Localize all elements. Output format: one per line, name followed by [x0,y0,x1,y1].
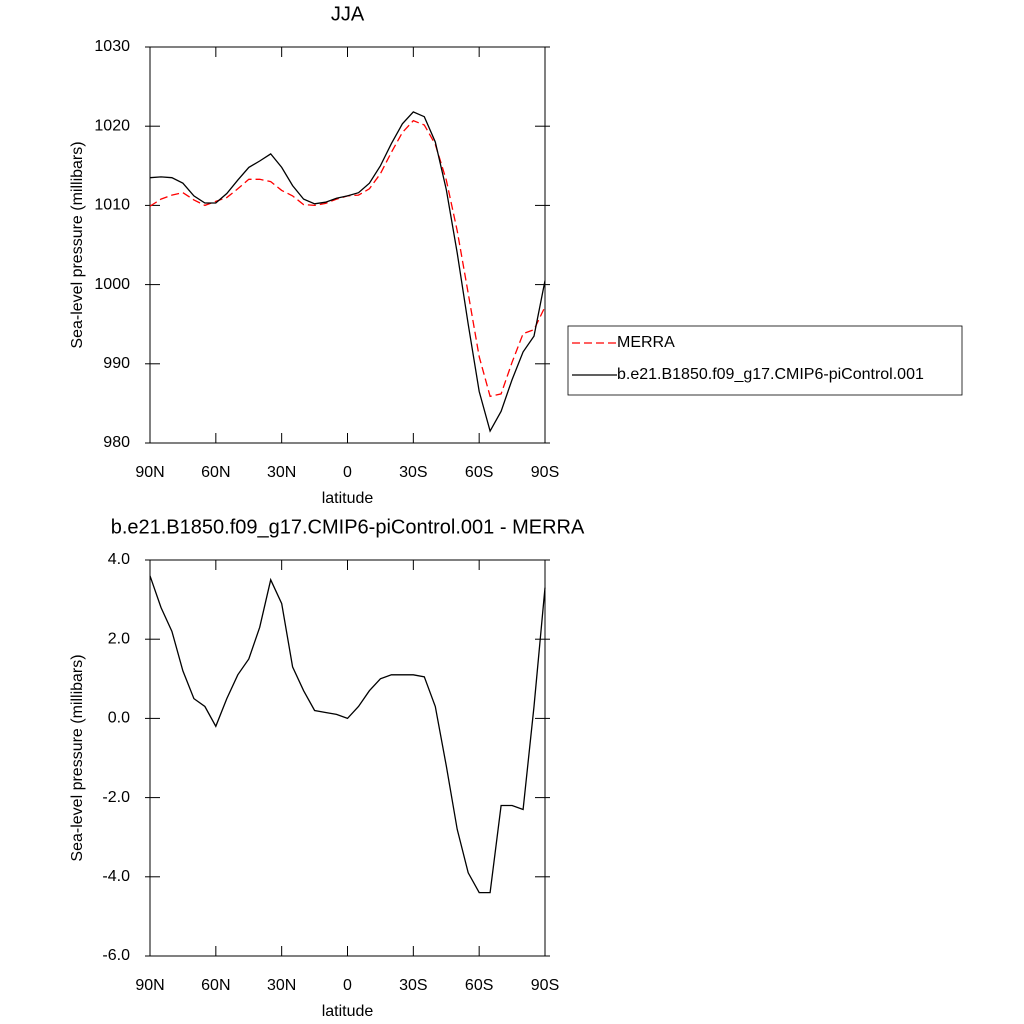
y-tick-label: 980 [103,434,130,451]
x-tick-label: 60S [465,464,493,481]
y-tick-label: 0.0 [108,710,130,727]
x-tick-label: 90S [531,464,559,481]
x-tick-label: 0 [343,464,352,481]
x-tick-label: 30N [267,464,296,481]
x-tick-label: 90N [135,977,164,994]
y-tick-label: 1020 [94,117,130,134]
series-line [149,119,546,398]
plot-frame [149,559,546,957]
x-tick-label: 60S [465,977,493,994]
y-axis-label: Sea-level pressure (millibars) [69,654,86,861]
x-tick-label: 0 [343,977,352,994]
y-tick-label: 1010 [94,197,130,214]
x-tick-label: 90N [135,464,164,481]
y-tick-label: 1000 [94,276,130,293]
x-tick-label: 30S [399,464,427,481]
legend-box [567,325,963,396]
x-tick-label: 30S [399,977,427,994]
x-axis-label: latitude [322,1003,374,1020]
series-line [149,575,546,894]
x-axis-label: latitude [322,490,374,507]
chart-title: JJA [331,3,365,25]
y-tick-label: 4.0 [108,551,130,568]
legend-label: MERRA [617,334,675,351]
y-tick-label: 1030 [94,38,130,55]
y-tick-label: -6.0 [102,947,130,964]
plot-frame [149,46,546,444]
legend-label: b.e21.B1850.f09_g17.CMIP6-piControl.001 [617,366,924,383]
x-tick-label: 30N [267,977,296,994]
x-tick-label: 60N [201,977,230,994]
x-tick-label: 90S [531,977,559,994]
y-tick-label: 2.0 [108,630,130,647]
y-tick-label: -2.0 [102,789,130,806]
y-tick-label: 990 [103,355,130,372]
y-tick-label: -4.0 [102,868,130,885]
series-line [149,111,546,433]
x-tick-label: 60N [201,464,230,481]
chart-title: b.e21.B1850.f09_g17.CMIP6-piControl.001 … [111,516,585,538]
y-axis-label: Sea-level pressure (millibars) [69,141,86,348]
